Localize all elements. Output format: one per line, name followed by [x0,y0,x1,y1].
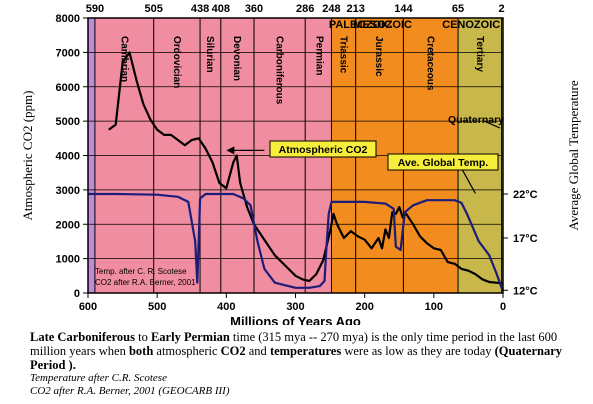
temp-label-text: Ave. Global Temp. [398,157,489,169]
x-tick-label-300: 300 [286,301,304,313]
quaternary-arrow [483,120,501,129]
top-tick-label-144: 144 [394,3,413,15]
y-tick-label-4000: 4000 [56,151,80,163]
top-tick-label-213: 213 [346,3,364,15]
top-tick-label-360: 360 [245,3,263,15]
y-tick-label-0: 0 [74,288,80,300]
top-tick-label-408: 408 [212,3,230,15]
caption-part-both: both [128,344,154,358]
y-tick-label-1000: 1000 [56,254,80,266]
top-tick-label-286: 286 [296,3,314,15]
x-tick-label-400: 400 [217,301,235,313]
caption-main: Late Carboniferous to Early Permian time… [30,330,562,372]
y-tick-label-6000: 6000 [56,82,80,94]
caption-note-co2: CO2 after R.A. Berner, 2001 (GEOCARB III… [30,384,230,397]
period-label-silurian: Silurian [204,36,215,73]
period-label-permian: Permian [313,36,324,75]
source-note-co2: CO2 after R.A. Berner, 2001 [95,278,196,287]
caption-part-temperatures: temperatures [269,344,342,358]
source-note-temp: Temp. after C. R. Scotese [95,267,187,276]
y-tick-label-3000: 3000 [56,185,80,197]
caption-part-late-carboniferous: Late Carboniferous [30,330,135,344]
temp-label-box [387,153,499,171]
period-label-tertiary: Tertiary [474,36,485,72]
series-line-atmospheric-co2 [108,51,504,285]
y-tick-label-7000: 7000 [56,47,80,59]
x-tick-label-100: 100 [425,301,443,313]
top-tick-label-590: 590 [86,3,104,15]
y-axis-label-left: Atmospheric CO2 (ppm) [20,91,35,221]
co2-label-box [269,140,377,158]
caption-part-early-permian: Early Permian [150,330,230,344]
period-label-ordovician: Ordovician [171,36,182,88]
caption-part-quaternary: (Quaternary Period ). [30,344,562,372]
period-label-triassic: Triassic [338,36,349,74]
x-tick-label-0: 0 [500,301,506,313]
chart-figure: Cambrian Ordovician Silurian Devonian Carbon… [20,3,581,325]
era-label-cenozoic: CENOZOIC [442,19,500,31]
chart-caption: Late Carboniferous to Early Permian time… [30,330,575,397]
top-tick-label-65: 65 [452,3,464,15]
quaternary-label: Quaternary [448,114,504,126]
x-tick-label-500: 500 [148,301,166,313]
top-tick-label-438: 438 [191,3,209,15]
series-line-ave-global-temp [88,192,504,291]
co2-arrow-head [226,146,235,155]
y-tick-label-8000: 8000 [56,13,80,25]
top-tick-label-248: 248 [322,3,340,15]
top-tick-label-2: 2 [499,3,505,15]
period-label-jurassic: Jurassic [373,36,384,77]
y2-tick-label-12-c: 12°C [513,285,538,297]
period-label-cretaceous: Cretaceous [425,36,436,91]
y-tick-label-2000: 2000 [56,219,80,231]
co2-label-text: Atmospheric CO2 [279,144,368,156]
y-tick-label-5000: 5000 [56,116,80,128]
x-tick-label-600: 600 [79,301,97,313]
y2-tick-label-17-c: 17°C [513,233,538,245]
period-label-devonian: Devonian [231,36,242,81]
y2-tick-label-22-c: 22°C [513,189,538,201]
x-axis-label: Millions of Years Ago [230,314,361,325]
caption-part-co2: CO2 [220,344,246,358]
period-label-carboniferous: Carboniferous [273,36,284,105]
caption-note-temperature: Temperature after C.R. Scotese [30,372,167,384]
x-tick-label-200: 200 [355,301,373,313]
era-label-mesozoic: MESOZOIC [353,19,412,31]
era-label-paleozoic: PALEOZOIC [329,19,392,31]
top-tick-label-505: 505 [145,3,163,15]
y-axis-label-right: Average Global Temperature [566,80,581,230]
